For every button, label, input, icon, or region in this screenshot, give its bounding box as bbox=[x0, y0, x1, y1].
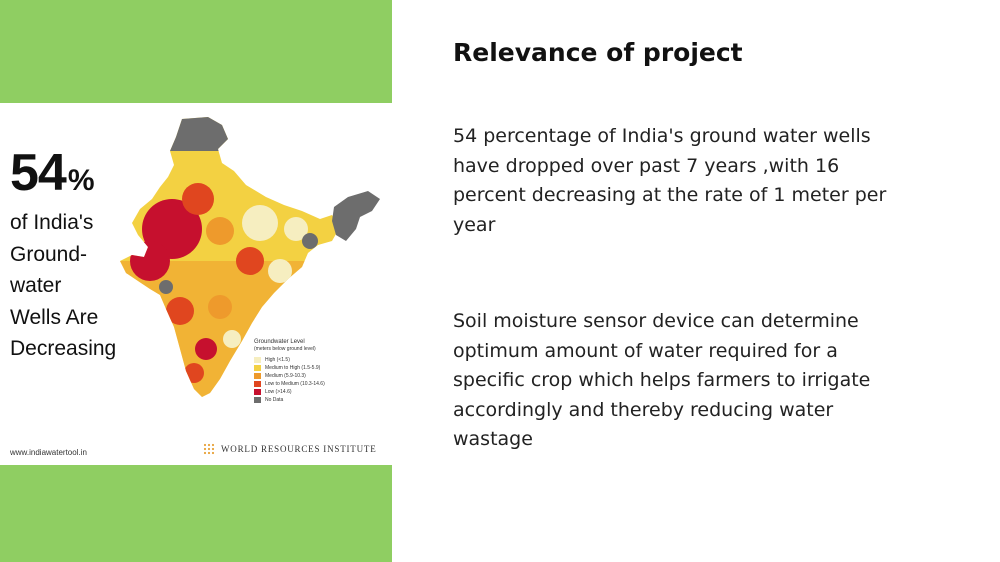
legend-subtitle: (meters below ground level) bbox=[254, 346, 316, 352]
slide-title: Relevance of project bbox=[453, 38, 743, 67]
stat-line: water bbox=[10, 274, 62, 297]
paragraph-line: specific crop which helps farmers to irr… bbox=[453, 369, 871, 391]
legend-label: Low (>14.6) bbox=[265, 389, 292, 395]
wri-name: WORLD RESOURCES INSTITUTE bbox=[221, 444, 377, 454]
india-groundwater-map bbox=[120, 117, 380, 397]
source-website: www.indiawatertool.in bbox=[10, 448, 87, 457]
legend-swatch bbox=[254, 357, 261, 363]
paragraph-line: Soil moisture sensor device can determin… bbox=[453, 310, 859, 332]
paragraph-line: have dropped over past 7 years ,with 16 bbox=[453, 154, 840, 177]
paragraph-line: optimum amount of water required for a bbox=[453, 339, 838, 362]
wri-logo: WORLD RESOURCES INSTITUTE bbox=[203, 443, 377, 455]
legend-title: Groundwater Level bbox=[254, 339, 305, 345]
stat-number: 54 bbox=[10, 144, 67, 202]
legend-swatch bbox=[254, 389, 261, 395]
stat-line: Decreasing bbox=[10, 337, 117, 360]
stat-description: of India's Ground- water Wells Are Decre… bbox=[10, 207, 116, 365]
legend-item: High (<1.5) bbox=[254, 356, 384, 364]
legend-label: High (<1.5) bbox=[265, 357, 290, 363]
legend-swatch bbox=[254, 397, 261, 403]
paragraph-line: wastage bbox=[453, 428, 533, 450]
stat-percentage: 54% bbox=[10, 144, 95, 202]
india-groundwater-infographic: 54% of India's Ground- water Wells Are D… bbox=[0, 103, 392, 465]
stat-percent-sign: % bbox=[67, 164, 95, 197]
legend-label: Low to Medium (10.3-14.6) bbox=[265, 381, 325, 387]
paragraph-line: 54 percentage of India's ground water we… bbox=[453, 125, 871, 147]
stat-line: Ground- bbox=[10, 242, 88, 266]
paragraph-line: accordingly and thereby reducing water bbox=[453, 398, 834, 421]
stat-line: Wells Are bbox=[10, 305, 99, 329]
legend-swatch bbox=[254, 365, 261, 371]
paragraph-groundwater-stat: 54 percentage of India's ground water we… bbox=[453, 122, 973, 240]
stat-line: of India's bbox=[10, 211, 94, 234]
legend-item: No Data bbox=[254, 396, 384, 404]
legend-label: No Data bbox=[265, 397, 284, 403]
legend-label: Medium (5.9-10.3) bbox=[265, 373, 306, 379]
wri-emblem-icon bbox=[203, 443, 215, 455]
legend-item: Low (>14.6) bbox=[254, 388, 384, 396]
legend-item: Medium to High (1.5-5.9) bbox=[254, 364, 384, 372]
paragraph-soil-sensor: Soil moisture sensor device can determin… bbox=[453, 307, 973, 455]
northeast-region bbox=[332, 191, 380, 241]
paragraph-line: percent decreasing at the rate of 1 mete… bbox=[453, 184, 887, 206]
paragraph-line: year bbox=[453, 213, 496, 236]
legend-label: Medium to High (1.5-5.9) bbox=[265, 365, 321, 371]
legend-item: Low to Medium (10.3-14.6) bbox=[254, 380, 384, 388]
legend-item: Medium (5.9-10.3) bbox=[254, 372, 384, 380]
map-legend: Groundwater Level (meters below ground l… bbox=[254, 339, 384, 404]
legend-swatch bbox=[254, 373, 261, 379]
legend-swatch bbox=[254, 381, 261, 387]
